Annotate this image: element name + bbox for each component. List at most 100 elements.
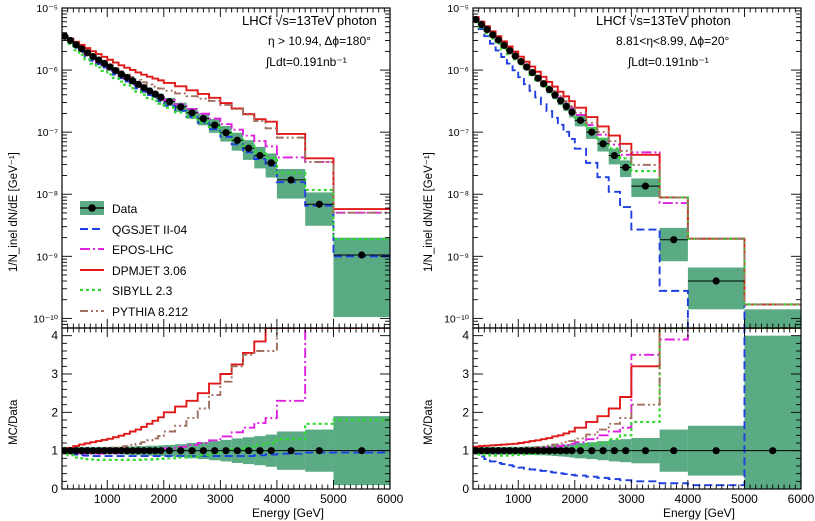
ratio-point (211, 447, 219, 455)
ratio-point (188, 447, 196, 455)
data-point (483, 25, 491, 34)
data-point (489, 31, 497, 39)
data-point (95, 56, 103, 64)
legend-qgsjet-label: QGSJET II-04 (112, 223, 187, 237)
legend-pythia-label: PYTHIA 8.212 (112, 305, 188, 319)
data-point (117, 70, 125, 78)
ratio-point (129, 447, 137, 455)
ratio-point (517, 447, 525, 455)
qgsjet-ratio-line (62, 449, 390, 457)
ratio-point (100, 447, 109, 455)
data-point (599, 140, 607, 148)
ratio-point (123, 447, 131, 455)
right-ylabel-top: 1/N_inel dN/dE [GeV⁻¹] (423, 152, 435, 272)
ratio-point (287, 447, 295, 455)
left-panel: 1000 2000 3000 4000 5000 6000 10⁻¹⁰ 10⁻⁹ 10⁻⁸ 10⁻… (8, 3, 404, 520)
data-point (211, 121, 219, 129)
qgsjet-ratio-line (473, 328, 801, 487)
ratio-point (358, 447, 366, 455)
left-legend: Data QGSJET II-04 EPOS-LHC DPMJET 3.06 S… (80, 201, 188, 319)
ratio-point (545, 447, 553, 455)
right-xlabel: Energy [GeV] (663, 506, 735, 520)
data-point (222, 129, 230, 137)
ratio-point (72, 447, 80, 455)
left-top-plot-area (62, 32, 390, 318)
ratio-point (146, 447, 154, 455)
dpmjet-ratio-line (473, 328, 801, 448)
ratio-y-tick-label: 3 (462, 367, 469, 381)
ratio-point (494, 447, 503, 455)
right-title-line1: LHCf √s=13TeV photon (596, 13, 731, 28)
ratio-point (315, 447, 323, 455)
ratio-y-tick-label: 4 (462, 329, 469, 343)
data-point (165, 98, 174, 106)
data-point (129, 77, 137, 85)
ratio-point (568, 447, 576, 455)
data-point (551, 91, 559, 99)
x-tick-label: 1000 (94, 492, 121, 506)
sibyll-ratio-line (62, 418, 390, 461)
data-point (540, 80, 548, 88)
ratio-point (506, 447, 514, 455)
data-point (188, 109, 196, 117)
qgsjet-spectrum-line (62, 35, 390, 258)
x-tick-label: 5000 (320, 492, 347, 506)
data-point (545, 85, 553, 94)
y-tick-label: 10⁻⁷ (37, 127, 58, 139)
ratio-y-tick-label: 4 (51, 329, 58, 343)
data-point (622, 163, 630, 172)
legend-sibyll-label: SIBYLL 2.3 (112, 284, 173, 298)
data-point (89, 52, 97, 61)
data-point (358, 251, 366, 259)
ratio-point (157, 447, 165, 455)
ratio-point (511, 447, 520, 455)
ratio-point (134, 447, 142, 455)
ratio-point (106, 447, 114, 455)
data-point (83, 49, 92, 57)
ratio-point (599, 447, 607, 455)
data-point (287, 176, 295, 184)
data-point (511, 52, 520, 60)
sibyll-ratio-line (473, 328, 801, 457)
ratio-point (117, 447, 125, 455)
data-point (123, 73, 131, 82)
data-point (576, 116, 585, 124)
ratio-point (245, 447, 253, 455)
ratio-point (670, 447, 678, 455)
ratio-point (610, 447, 618, 455)
dpmjet-ratio-line (62, 328, 390, 452)
left-axes: 1000 2000 3000 4000 5000 6000 10⁻¹⁰ 10⁻⁹ 10⁻⁸ 10⁻… (33, 3, 404, 506)
data-point (641, 182, 650, 190)
ratio-y-tick-label: 2 (51, 405, 58, 419)
data-point (134, 80, 142, 88)
y-tick-label: 10⁻⁹ (447, 251, 469, 263)
data-point (199, 115, 207, 123)
legend-dpmjet-label: DPMJET 3.06 (112, 264, 187, 278)
data-point (157, 93, 165, 101)
data-point (568, 108, 576, 116)
y-tick-label: 10⁻⁹ (36, 251, 58, 263)
ratio-point (489, 447, 497, 455)
right-title-line2: 8.81<η<8.99, Δϕ=20° (616, 34, 729, 48)
data-error-band (305, 192, 334, 226)
dpmjet-spectrum-line (473, 16, 801, 306)
ratio-point (95, 447, 103, 455)
ratio-point (576, 447, 585, 455)
left-xlabel: Energy [GeV] (252, 506, 324, 520)
legend-data-label: Data (112, 202, 138, 216)
data-point (72, 41, 80, 49)
data-point (245, 144, 253, 152)
left-ylabel-top: 1/N_inel dN/dE [GeV⁻¹] (8, 152, 20, 272)
ratio-point (78, 447, 86, 455)
data-point (177, 103, 185, 111)
ratio-point (523, 447, 531, 455)
right-axes: 1000 2000 3000 4000 5000 6000 10⁻¹⁰ 10⁻⁹ 10⁻⁸ 10⁻… (444, 3, 815, 506)
x-tick-label: 2000 (150, 492, 177, 506)
y-tick-label: 10⁻⁵ (36, 3, 58, 15)
y-tick-label: 10⁻¹⁰ (33, 313, 59, 325)
data-point (106, 63, 114, 71)
x-tick-label: 6000 (788, 492, 815, 506)
data-point (140, 84, 148, 92)
ratio-point (83, 447, 92, 455)
